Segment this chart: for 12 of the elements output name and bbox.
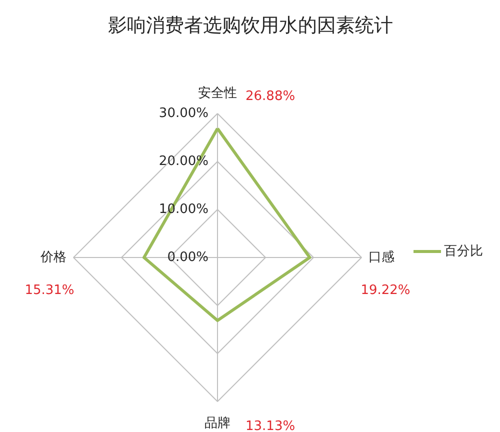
text: 15.31% <box>24 283 74 298</box>
spoke-label: 安全性 <box>198 85 237 101</box>
legend-label: 百分比 <box>444 243 483 260</box>
y-tick-label: 0.00% <box>167 250 209 265</box>
text: 26.88% <box>246 89 296 104</box>
text: 19.22% <box>360 283 410 298</box>
chart-title: 影响消费者选购饮用水的因素统计 <box>108 14 393 36</box>
y-tick-label: 30.00% <box>158 106 209 121</box>
spoke-label: 品牌 <box>204 416 230 431</box>
spoke-label: 价格 <box>40 250 66 265</box>
spoke-label: 口感 <box>368 250 394 265</box>
text: 13.13% <box>246 419 296 432</box>
